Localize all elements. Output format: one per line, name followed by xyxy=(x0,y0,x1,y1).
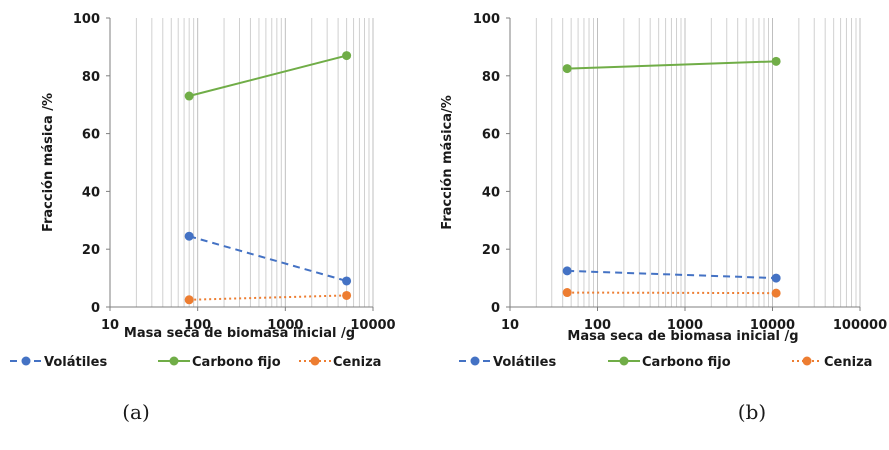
y-tick-label: 40 xyxy=(482,185,500,200)
legend-label: Ceniza xyxy=(824,355,872,370)
x-tick-label: 10 xyxy=(501,318,519,333)
legend-marker xyxy=(169,356,179,366)
legend-marker xyxy=(802,356,812,366)
y-axis-title: Fracción másica /% xyxy=(41,93,56,232)
series-ceniza xyxy=(562,288,781,298)
y-tick-label: 40 xyxy=(82,185,100,200)
series-line xyxy=(567,269,777,280)
series-vol-tiles xyxy=(562,266,781,283)
legend-label: Ceniza xyxy=(333,355,381,370)
data-point xyxy=(342,276,352,286)
x-tick-label: 100000 xyxy=(833,318,887,333)
legend-marker xyxy=(470,356,480,366)
x-axis-title: Masa seca de biomasa inicial /g xyxy=(124,326,355,341)
data-point xyxy=(342,51,352,61)
y-tick-label: 60 xyxy=(482,128,500,143)
vertical-gridlines xyxy=(535,18,861,307)
y-axis-title: Fracción másica/% xyxy=(440,95,455,230)
y-tick-label: 0 xyxy=(491,301,500,316)
y-tick-label: 20 xyxy=(482,243,500,258)
y-tick-label: 20 xyxy=(82,243,100,258)
y-tick-label: 0 xyxy=(91,301,100,316)
legend-marker xyxy=(619,356,629,366)
series-vol-tiles xyxy=(184,231,352,286)
legend-marker xyxy=(310,356,320,366)
x-tick-label: 1000 xyxy=(267,318,303,333)
vertical-gridlines xyxy=(135,18,374,307)
y-tick-label: 60 xyxy=(82,128,100,143)
data-point xyxy=(342,290,352,300)
legend-label: Carbono fijo xyxy=(192,355,281,370)
panel-label: (a) xyxy=(122,400,150,424)
data-point xyxy=(771,273,781,283)
legend-label: Carbono fijo xyxy=(642,355,731,370)
y-tick-label: 100 xyxy=(473,12,500,27)
x-tick-label: 100 xyxy=(184,318,211,333)
series-line xyxy=(567,60,777,70)
y-tick-label: 100 xyxy=(73,12,100,27)
legend: Volátiles Carbono fijo Ceniza xyxy=(459,355,872,370)
legend-label: Volátiles xyxy=(44,355,107,370)
series-line xyxy=(189,294,347,301)
data-point xyxy=(771,288,781,298)
legend-marker xyxy=(21,356,31,366)
data-point xyxy=(562,266,572,276)
series-line xyxy=(188,235,347,282)
x-tick-label: 10 xyxy=(101,318,119,333)
data-point xyxy=(184,91,194,101)
chart-panel-b: 0 20 40 60 80 100 10 100 1000 10000 100000 Masa sec… xyxy=(440,12,887,424)
y-tick-label: 80 xyxy=(482,70,500,85)
y-tick-label: 80 xyxy=(82,70,100,85)
panel-label: (b) xyxy=(738,400,766,424)
data-point xyxy=(184,231,194,241)
x-axis-title: Masa seca de biomasa inicial /g xyxy=(567,329,798,344)
x-tick-label: 100 xyxy=(584,318,611,333)
data-point xyxy=(562,288,572,298)
series-line xyxy=(188,54,347,97)
legend-label: Volátiles xyxy=(493,355,556,370)
x-tick-label: 10000 xyxy=(750,318,795,333)
series-carbono-fijo xyxy=(562,56,781,74)
data-point xyxy=(184,295,194,305)
series-ceniza xyxy=(184,290,352,305)
legend: Volátiles Carbono fijo Ceniza xyxy=(10,355,381,370)
x-tick-label: 1000 xyxy=(667,318,703,333)
x-tick-label: 10000 xyxy=(350,318,395,333)
data-point xyxy=(771,56,781,66)
data-point xyxy=(562,64,572,74)
series-carbono-fijo xyxy=(184,51,352,101)
